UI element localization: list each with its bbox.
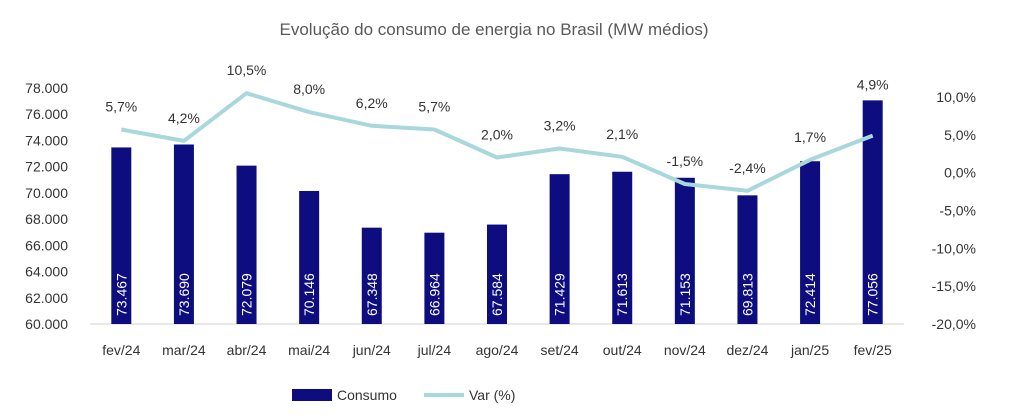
left-tick-label: 66.000: [25, 237, 68, 253]
left-tick-label: 74.000: [25, 132, 68, 148]
var-value-label: 4,2%: [168, 110, 200, 126]
x-tick-label: ago/24: [476, 342, 519, 358]
chart-title: Evolução do consumo de energia no Brasil…: [280, 20, 709, 39]
x-tick-label: fev/24: [102, 342, 140, 358]
bar-value-label: 71.613: [614, 273, 630, 316]
var-value-label: 5,7%: [105, 99, 137, 115]
var-value-label: 6,2%: [356, 95, 388, 111]
left-tick-label: 62.000: [25, 290, 68, 306]
var-value-label: 5,7%: [418, 99, 450, 115]
bar-value-label: 73.690: [176, 273, 192, 316]
right-tick-label: -5,0%: [939, 203, 976, 219]
bar: [674, 177, 695, 324]
bar-value-label: 71.153: [677, 273, 693, 316]
legend-label-var: Var (%): [469, 387, 515, 403]
bar: [737, 195, 758, 324]
bar-value-label: 67.584: [489, 273, 505, 316]
right-axis: -20,0% -15,0% -10,0% -5,0% 0,0% 5,0% 10,0%: [932, 89, 976, 332]
left-tick-label: 72.000: [25, 159, 68, 175]
left-tick-label: 60.000: [25, 316, 68, 332]
x-tick-label: dez/24: [726, 342, 768, 358]
var-value-label: 8,0%: [293, 81, 325, 97]
line-labels: 5,7% 4,2% 10,5% 8,0% 6,2% 5,7% 2,0% 3,2% 2,1% -1,…: [105, 62, 888, 176]
bar-value-label: 73.467: [113, 273, 129, 316]
legend-swatch-consumo: [292, 389, 332, 401]
bar: [424, 232, 445, 324]
right-tick-label: 0,0%: [944, 165, 976, 181]
right-tick-label: -10,0%: [932, 240, 976, 256]
var-value-label: 10,5%: [227, 62, 267, 78]
x-tick-label: jan/25: [790, 342, 829, 358]
bar: [487, 224, 507, 324]
x-ticks: fev/24 mar/24 abr/24 mai/24 jun/24 jul/24 ago/…: [102, 342, 892, 358]
right-tick-label: 5,0%: [944, 127, 976, 143]
var-value-label: 2,0%: [481, 127, 513, 143]
var-value-label: 3,2%: [544, 117, 576, 133]
bar: [612, 171, 633, 324]
bar: [111, 147, 132, 324]
bar-value-label: 67.348: [364, 273, 380, 316]
bar-value-label: 66.964: [426, 273, 442, 316]
x-tick-label: out/24: [603, 342, 642, 358]
bar: [549, 174, 570, 324]
bar: [862, 100, 883, 324]
right-tick-label: -15,0%: [932, 278, 976, 294]
x-tick-label: set/24: [541, 342, 579, 358]
legend: Consumo Var (%): [292, 387, 515, 403]
left-axis: 60.000 62.000 64.000 66.000 68.000 70.000 72.0…: [25, 80, 68, 332]
bar-value-label: 72.414: [802, 273, 818, 316]
bar-value-label: 70.146: [301, 273, 317, 316]
right-tick-label: -20,0%: [932, 316, 976, 332]
var-value-label: -2,4%: [729, 160, 766, 176]
legend-label-consumo: Consumo: [337, 387, 397, 403]
left-tick-label: 76.000: [25, 106, 68, 122]
x-tick-label: nov/24: [664, 342, 706, 358]
left-tick-label: 64.000: [25, 264, 68, 280]
bar-labels: 73.467 73.690 72.079 70.146 67.348 66.964 67.5…: [113, 273, 880, 316]
x-tick-label: jun/24: [352, 342, 391, 358]
line-series: [120, 91, 874, 193]
left-tick-label: 78.000: [25, 80, 68, 96]
bar-value-label: 69.813: [739, 273, 755, 316]
x-tick-label: mai/24: [288, 342, 330, 358]
bar-value-label: 71.429: [552, 273, 568, 316]
var-value-label: 4,9%: [857, 77, 889, 93]
bar-value-label: 77.056: [865, 273, 881, 316]
bar: [173, 144, 194, 324]
left-tick-label: 70.000: [25, 185, 68, 201]
bar: [299, 190, 320, 324]
var-value-label: -1,5%: [667, 153, 704, 169]
x-tick-label: abr/24: [227, 342, 267, 358]
bar: [236, 165, 257, 324]
x-tick-label: jul/24: [417, 342, 452, 358]
bar-value-label: 72.079: [239, 273, 255, 316]
var-value-label: 2,1%: [606, 126, 638, 142]
x-tick-label: mar/24: [162, 342, 206, 358]
left-tick-label: 68.000: [25, 211, 68, 227]
bars-series: [111, 100, 883, 324]
bar: [361, 227, 382, 324]
bar: [800, 161, 821, 324]
var-value-label: 1,7%: [794, 129, 826, 145]
right-tick-label: 10,0%: [936, 89, 976, 105]
x-tick-label: fev/25: [854, 342, 892, 358]
